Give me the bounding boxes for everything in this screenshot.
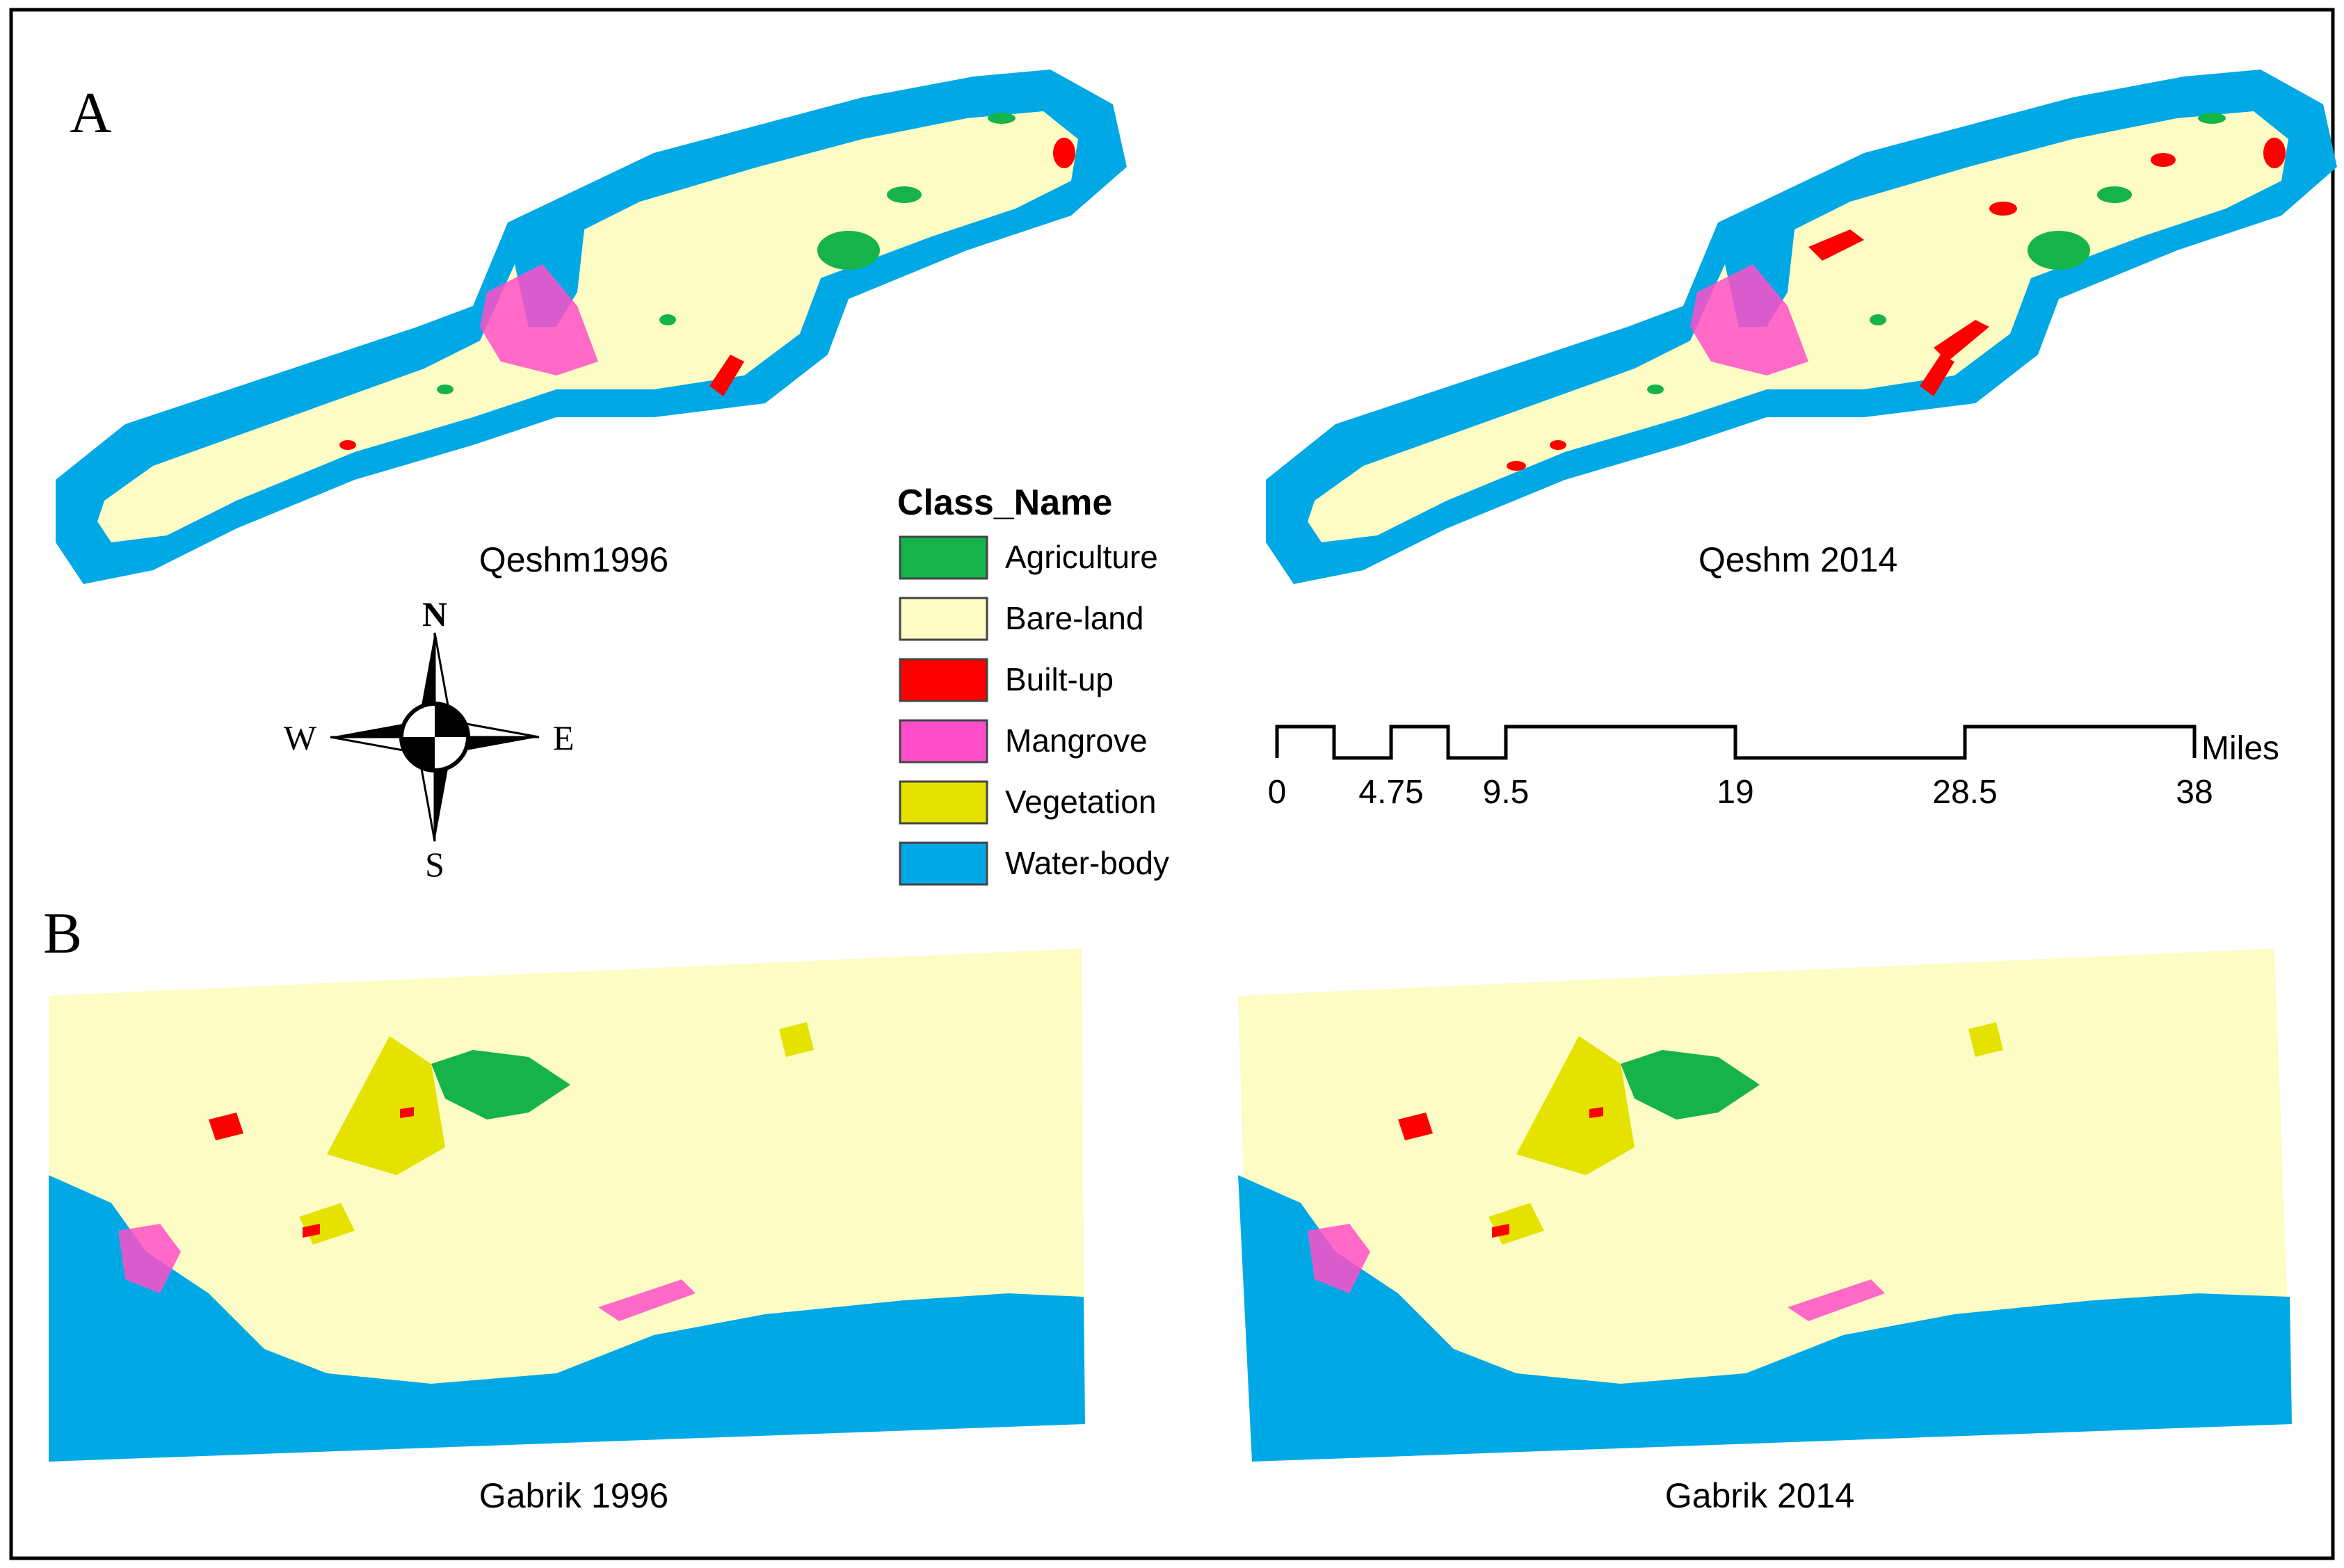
panel-label-b: B: [43, 901, 82, 966]
compass-s-label: S: [425, 845, 444, 884]
panel-label-a: A: [70, 81, 112, 145]
scale-tick-3: 19: [1717, 774, 1753, 811]
scale-bar-line: [1275, 725, 2197, 760]
compass-rose: N S W E: [284, 595, 575, 884]
legend-label-vegetation: Vegetation: [1005, 784, 1156, 820]
scale-tick-2: 9.5: [1483, 774, 1530, 811]
map-title-qeshm-1996: Qeshm1996: [479, 540, 668, 579]
scale-bar-unit: Miles: [2201, 730, 2279, 767]
map-title-qeshm-2014: Qeshm 2014: [1699, 540, 1897, 579]
legend-title: Class_Name: [897, 483, 1112, 523]
legend-label-mangrove: Mangrove: [1005, 722, 1148, 759]
compass-n-label: N: [422, 595, 447, 633]
scale-tick-1: 4.75: [1358, 774, 1423, 811]
map-gabrik-1996: [49, 948, 1085, 1462]
scale-tick-0: 0: [1268, 774, 1287, 811]
legend-swatch-bare-land: [899, 597, 988, 641]
legend-label-water-body: Water-body: [1005, 845, 1169, 881]
scale-bar: Miles 0 4.75 9.5 19 28.5 38: [1268, 725, 2279, 811]
compass-w-label: W: [284, 718, 317, 757]
legend-label-agriculture: Agriculture: [1005, 539, 1158, 575]
legend-swatch-built-up: [899, 658, 988, 702]
legend-label-bare-land: Bare-land: [1005, 600, 1143, 636]
legend-swatch-agriculture: [899, 535, 988, 580]
legend-swatch-vegetation: [899, 780, 988, 825]
compass-e-label: E: [553, 718, 575, 757]
scale-tick-5: 38: [2176, 774, 2213, 811]
map-title-gabrik-1996: Gabrik 1996: [479, 1476, 668, 1515]
map-title-gabrik-2014: Gabrik 2014: [1665, 1476, 1854, 1515]
legend-swatch-mangrove: [899, 719, 988, 763]
legend-label-built-up: Built-up: [1005, 661, 1114, 697]
legend: Class_Name Agriculture Bare-land Built-up M…: [897, 483, 1169, 886]
map-qeshm-2014: [1266, 70, 2337, 584]
legend-swatch-water-body: [899, 841, 988, 886]
scale-tick-4: 28.5: [1932, 774, 1997, 811]
map-gabrik-2014: [1238, 948, 2292, 1462]
